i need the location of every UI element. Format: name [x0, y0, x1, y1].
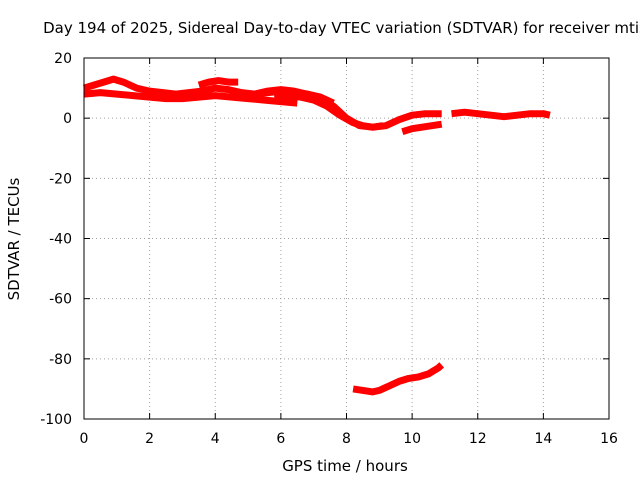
y-tick-label: 0	[63, 111, 72, 127]
x-tick-label: 2	[145, 431, 154, 447]
x-tick-label: 6	[276, 431, 285, 447]
y-tick-label: -80	[49, 352, 72, 368]
chart-title: Day 194 of 2025, Sidereal Day-to-day VTE…	[43, 19, 640, 37]
y-tick-label: -60	[49, 292, 72, 308]
x-tick-label: 16	[600, 431, 618, 447]
series-track-e	[273, 92, 384, 131]
x-tick-label: 14	[534, 431, 552, 447]
series-track-f	[401, 120, 443, 136]
y-tick-label: -20	[49, 171, 72, 187]
x-tick-label: 12	[469, 431, 487, 447]
series-track-g	[451, 108, 551, 121]
x-tick-label: 10	[403, 431, 421, 447]
tick-layer: 0 2 4 6 8 10 12 14 16 -100 -80 -60 -40 -20 0 20	[40, 51, 618, 447]
x-tick-label: 4	[211, 431, 220, 447]
y-tick-label: -40	[49, 232, 72, 248]
y-axis-label: SDTVAR / TECUs	[5, 177, 23, 300]
x-axis-label: GPS time / hours	[282, 457, 408, 475]
series-track-c	[197, 77, 239, 89]
series-track-h	[352, 362, 445, 396]
y-tick-label: -100	[40, 412, 72, 428]
x-tick-label: 8	[342, 431, 351, 447]
y-tick-label: 20	[54, 51, 72, 67]
series-track-b	[83, 89, 298, 107]
series-layer	[82, 75, 551, 396]
x-tick-label: 0	[80, 431, 89, 447]
